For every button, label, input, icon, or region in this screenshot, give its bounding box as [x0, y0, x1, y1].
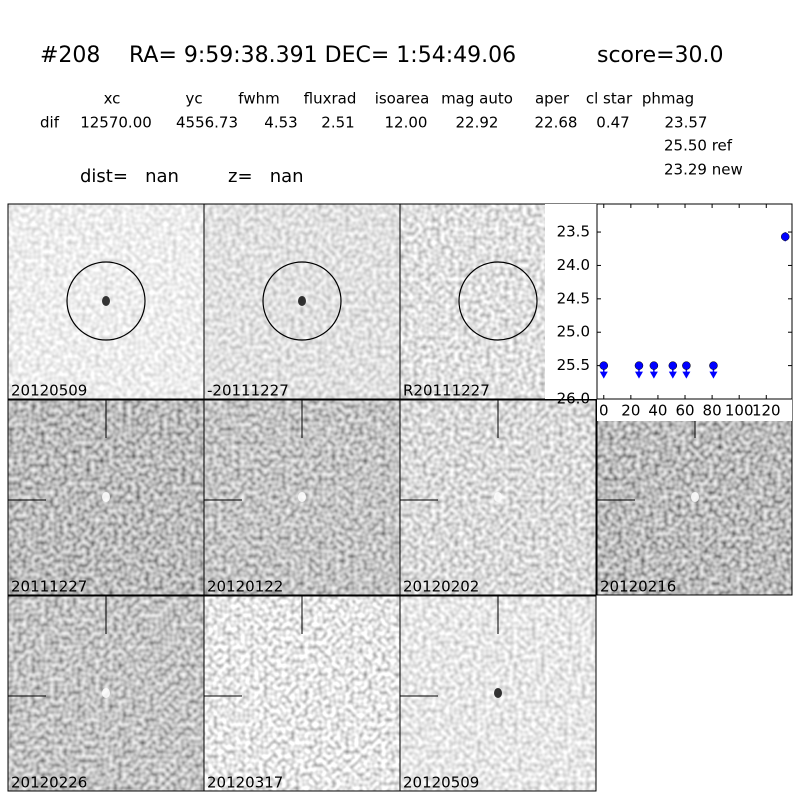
- limit-arrow: [682, 371, 691, 379]
- y-tick-label: 25.5: [557, 356, 590, 374]
- y-tick-label: 23.5: [557, 223, 590, 241]
- source: [494, 492, 502, 502]
- x-tick-label: 40: [648, 402, 667, 420]
- column-header: fluxrad: [304, 90, 357, 108]
- source: [298, 296, 306, 306]
- panel-label: 20111227: [11, 578, 87, 596]
- panel-label: 20120122: [207, 578, 283, 596]
- column-header: mag auto: [441, 90, 513, 108]
- y-tick-label: 25.0: [557, 323, 590, 341]
- column-header: phmag: [642, 90, 694, 108]
- column-header: yc: [185, 90, 202, 108]
- aperture: [66, 261, 146, 341]
- aperture: [458, 261, 538, 341]
- y-tick-label: 24.5: [557, 289, 590, 307]
- y-tick-label: 26.0: [557, 390, 590, 408]
- table-value: 4.53: [264, 114, 297, 132]
- panel-label: 20120509: [11, 382, 87, 400]
- plot-area: [596, 203, 793, 400]
- dist: dist= nan: [80, 166, 179, 187]
- table-value: 2.51: [321, 114, 354, 132]
- point: [634, 361, 644, 370]
- x-tick-label: 20: [621, 402, 640, 420]
- column-header: aper: [535, 90, 570, 108]
- coordinates: RA= 9:59:38.391 DEC= 1:54:49.06: [129, 43, 516, 68]
- point: [709, 361, 718, 370]
- chart-margin: [545, 204, 597, 399]
- column-header: isoarea: [375, 90, 430, 108]
- column-header: fwhm: [238, 90, 279, 108]
- point: [599, 361, 609, 370]
- source: [102, 296, 110, 306]
- source: [102, 492, 110, 502]
- redshift: z= nan: [228, 166, 304, 187]
- table-value: 12570.00: [80, 114, 152, 132]
- x-tick-label: 120: [752, 402, 781, 420]
- source: [298, 492, 306, 502]
- x-tick-label: 100: [725, 402, 754, 420]
- aperture: [262, 261, 342, 341]
- source: [691, 492, 699, 502]
- limit-arrow: [599, 371, 608, 379]
- limit-arrow: [649, 371, 658, 379]
- ref-mag: 25.50 ref: [664, 137, 733, 155]
- point: [649, 361, 659, 370]
- table-value: 22.68: [535, 114, 578, 132]
- column-header: cl star: [586, 90, 633, 108]
- panel-label: 20120317: [207, 774, 283, 792]
- panel-label: R20111227: [403, 382, 490, 400]
- panel-label: 20120216: [600, 578, 676, 596]
- table-value: 4556.73: [176, 114, 238, 132]
- candidate-id: #208: [40, 43, 100, 68]
- panel-label: -20111227: [207, 382, 289, 400]
- point: [682, 361, 691, 370]
- panel-label: 20120226: [11, 774, 87, 792]
- table-value: 12.00: [385, 114, 428, 132]
- row-label: dif: [40, 114, 60, 132]
- limit-arrow: [668, 371, 677, 379]
- table-value: 0.47: [596, 114, 629, 132]
- y-tick-label: 24.0: [557, 256, 590, 274]
- source: [494, 688, 502, 698]
- limit-arrow: [709, 371, 718, 379]
- table-value: 23.57: [665, 114, 708, 132]
- x-tick-label: 80: [703, 402, 722, 420]
- column-header: xc: [104, 90, 121, 108]
- new-mag: 23.29 new: [664, 161, 743, 179]
- table-value: 22.92: [456, 114, 499, 132]
- point: [668, 361, 678, 370]
- score: score=30.0: [597, 43, 724, 68]
- point: [780, 232, 790, 241]
- x-tick-label: 0: [599, 402, 609, 420]
- limit-arrow: [634, 371, 643, 379]
- panel-label: 20120202: [403, 578, 479, 596]
- panel-label: 20120509: [403, 774, 479, 792]
- chart-margin: [597, 399, 792, 421]
- source: [102, 688, 110, 698]
- x-tick-label: 60: [675, 402, 694, 420]
